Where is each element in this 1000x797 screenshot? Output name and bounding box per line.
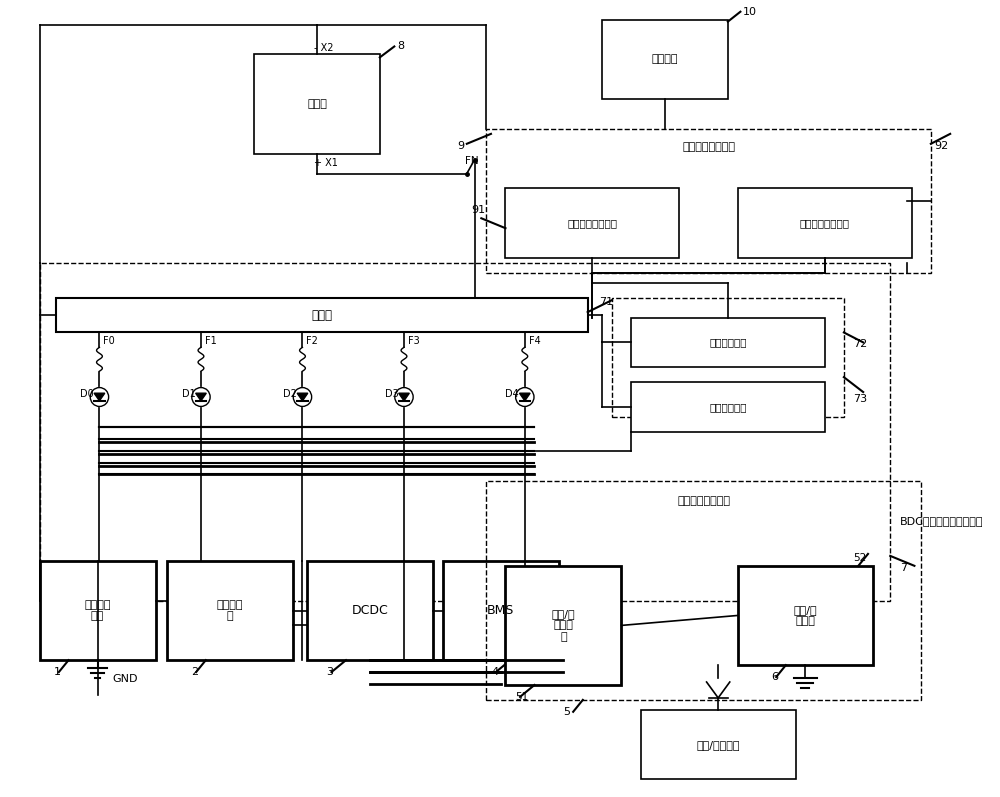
Text: 71: 71 bbox=[599, 297, 613, 307]
Text: F3: F3 bbox=[408, 336, 420, 347]
Text: DCDC: DCDC bbox=[352, 604, 389, 617]
Text: D4: D4 bbox=[505, 389, 519, 399]
Text: 外接电源: 外接电源 bbox=[652, 54, 678, 65]
Bar bbox=[602, 20, 728, 99]
Text: 4: 4 bbox=[491, 667, 498, 677]
Text: - X2: - X2 bbox=[314, 43, 334, 53]
Bar bbox=[641, 710, 796, 779]
Text: F1: F1 bbox=[205, 336, 217, 347]
Circle shape bbox=[90, 387, 109, 406]
Bar bbox=[631, 317, 825, 367]
Text: D0: D0 bbox=[80, 389, 94, 399]
Text: 6: 6 bbox=[771, 672, 778, 682]
Text: 10: 10 bbox=[742, 6, 756, 17]
Text: 车主身份识别模块: 车主身份识别模块 bbox=[677, 497, 730, 506]
Text: 电源管理电路: 电源管理电路 bbox=[709, 402, 747, 412]
Text: 整车控制
器: 整车控制 器 bbox=[217, 599, 243, 622]
Text: 车外外接电源接口: 车外外接电源接口 bbox=[567, 218, 617, 228]
Circle shape bbox=[192, 387, 210, 406]
Text: 1: 1 bbox=[54, 667, 61, 677]
Bar bbox=[56, 298, 588, 332]
Text: F0: F0 bbox=[103, 336, 115, 347]
Bar bbox=[307, 561, 433, 660]
Text: F2: F2 bbox=[306, 336, 318, 347]
Text: 72: 72 bbox=[854, 340, 868, 349]
Text: 汇流排: 汇流排 bbox=[311, 308, 332, 321]
Text: 8: 8 bbox=[397, 41, 404, 52]
Text: D2: D2 bbox=[283, 389, 297, 399]
Bar bbox=[612, 298, 844, 417]
Text: 2: 2 bbox=[191, 667, 198, 677]
Text: 蓝牙/射
频控制
器: 蓝牙/射 频控制 器 bbox=[552, 609, 575, 642]
Bar bbox=[631, 382, 825, 432]
Text: 蓝牙/射频设备: 蓝牙/射频设备 bbox=[696, 740, 740, 749]
Text: 5: 5 bbox=[563, 707, 570, 717]
Text: 3: 3 bbox=[327, 667, 334, 677]
Text: 车内外接电源接口: 车内外接电源接口 bbox=[800, 218, 850, 228]
Circle shape bbox=[395, 387, 413, 406]
Text: 9: 9 bbox=[457, 141, 464, 151]
Bar bbox=[40, 263, 890, 601]
Text: 电压转换电路: 电压转换电路 bbox=[709, 337, 747, 347]
Text: 73: 73 bbox=[854, 394, 868, 404]
Text: 92: 92 bbox=[934, 141, 948, 151]
Text: FN: FN bbox=[465, 155, 479, 166]
Text: D1: D1 bbox=[182, 389, 195, 399]
Polygon shape bbox=[520, 393, 530, 401]
Bar bbox=[505, 566, 621, 685]
Text: 52: 52 bbox=[854, 553, 867, 563]
Bar bbox=[254, 54, 380, 154]
Polygon shape bbox=[94, 393, 105, 401]
Circle shape bbox=[293, 387, 312, 406]
Polygon shape bbox=[196, 393, 206, 401]
Bar bbox=[738, 188, 912, 258]
Bar bbox=[738, 566, 873, 665]
Text: 51: 51 bbox=[515, 692, 528, 702]
Text: 车门控制
模块: 车门控制 模块 bbox=[84, 599, 111, 622]
Text: 紧急进入触发模块: 紧急进入触发模块 bbox=[682, 142, 735, 151]
Bar bbox=[40, 561, 156, 660]
Bar bbox=[486, 481, 921, 700]
Text: F4: F4 bbox=[529, 336, 540, 347]
Circle shape bbox=[516, 387, 534, 406]
Text: 91: 91 bbox=[472, 206, 486, 215]
Polygon shape bbox=[399, 393, 409, 401]
Text: 蓄电池: 蓄电池 bbox=[307, 99, 327, 109]
Text: 7: 7 bbox=[900, 563, 907, 573]
Text: BDC的电源管理分配模块: BDC的电源管理分配模块 bbox=[900, 516, 983, 526]
Bar bbox=[505, 188, 679, 258]
Text: 蓝牙/射
频天线: 蓝牙/射 频天线 bbox=[793, 605, 817, 626]
Text: BMS: BMS bbox=[487, 604, 514, 617]
Polygon shape bbox=[297, 393, 308, 401]
Bar bbox=[167, 561, 293, 660]
Text: + X1: + X1 bbox=[314, 158, 338, 167]
Bar bbox=[443, 561, 559, 660]
Text: D3: D3 bbox=[385, 389, 398, 399]
Text: GND: GND bbox=[112, 674, 138, 684]
Bar bbox=[486, 129, 931, 273]
